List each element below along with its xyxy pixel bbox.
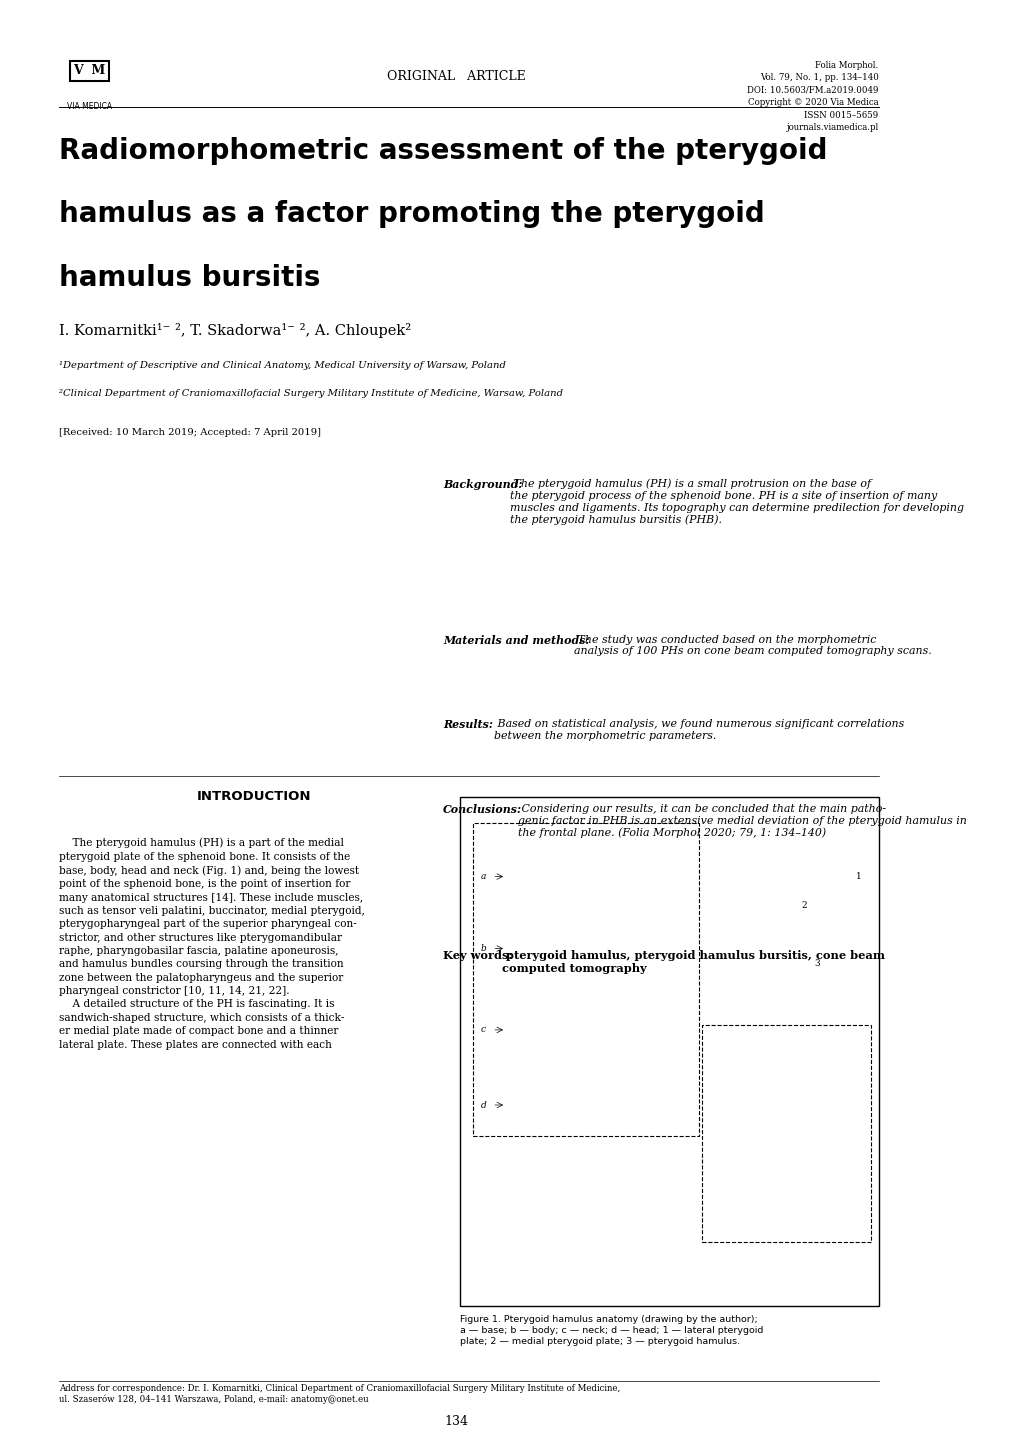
Text: 1: 1	[855, 872, 861, 881]
Text: ²Clinical Department of Craniomaxillofacial Surgery Military Institute of Medici: ²Clinical Department of Craniomaxillofac…	[59, 389, 562, 398]
Text: Key words:: Key words:	[442, 950, 512, 960]
Text: The pterygoid hamulus (PH) is a small protrusion on the base of
the pterygoid pr: The pterygoid hamulus (PH) is a small pr…	[510, 479, 963, 525]
Text: ORIGINAL   ARTICLE: ORIGINAL ARTICLE	[387, 69, 526, 84]
Bar	[473, 823, 698, 1136]
Bar	[460, 797, 877, 1306]
Text: Based on statistical analysis, we found numerous significant correlations
betwee: Based on statistical analysis, we found …	[493, 720, 904, 741]
Text: The study was conducted based on the morphometric
analysis of 100 PHs on cone be: The study was conducted based on the mor…	[573, 634, 930, 656]
Text: hamulus as a factor promoting the pterygoid: hamulus as a factor promoting the pteryg…	[59, 200, 764, 228]
Text: Materials and methods:: Materials and methods:	[442, 634, 589, 646]
Bar	[702, 1025, 870, 1242]
Text: Address for correspondence: Dr. I. Komarnitki, Clinical Department of Craniomaxi: Address for correspondence: Dr. I. Komar…	[59, 1384, 621, 1405]
Text: 134: 134	[444, 1415, 469, 1428]
Text: Conclusions:: Conclusions:	[442, 805, 522, 815]
Text: [Received: 10 March 2019; Accepted: 7 April 2019]: [Received: 10 March 2019; Accepted: 7 Ap…	[59, 428, 321, 437]
Text: hamulus bursitis: hamulus bursitis	[59, 264, 321, 291]
Text: d: d	[480, 1100, 486, 1109]
Text: V  M: V M	[73, 63, 106, 78]
Text: Results:: Results:	[442, 720, 492, 730]
Text: Figure 1. Pterygoid hamulus anatomy (drawing by the author);
a — base; b — body;: Figure 1. Pterygoid hamulus anatomy (dra…	[460, 1315, 763, 1347]
Text: VIA MEDICA: VIA MEDICA	[67, 102, 112, 111]
Text: ¹Department of Descriptive and Clinical Anatomy, Medical University of Warsaw, P: ¹Department of Descriptive and Clinical …	[59, 360, 505, 369]
Text: Background:: Background:	[442, 479, 522, 490]
Text: c: c	[480, 1025, 485, 1034]
Text: 2: 2	[800, 901, 806, 910]
Text: 3: 3	[814, 959, 819, 968]
Text: Folia Morphol.
Vol. 79, No. 1, pp. 134–140
DOI: 10.5603/FM.a2019.0049
Copyright : Folia Morphol. Vol. 79, No. 1, pp. 134–1…	[747, 61, 877, 133]
Text: I. Komarnitki¹⁻ ², T. Skadorwa¹⁻ ², A. Chloupek²: I. Komarnitki¹⁻ ², T. Skadorwa¹⁻ ², A. C…	[59, 323, 411, 337]
Text: The pterygoid hamulus (PH) is a part of the medial
pterygoid plate of the spheno: The pterygoid hamulus (PH) is a part of …	[59, 838, 365, 1050]
Text: INTRODUCTION: INTRODUCTION	[197, 790, 312, 803]
Text: b: b	[480, 945, 486, 953]
Text: pterygoid hamulus, pterygoid hamulus bursitis, cone beam
computed tomography: pterygoid hamulus, pterygoid hamulus bur…	[502, 950, 884, 973]
Text: Considering our results, it can be concluded that the main patho-
genic factor i: Considering our results, it can be concl…	[518, 805, 966, 838]
Text: Radiomorphometric assessment of the pterygoid: Radiomorphometric assessment of the pter…	[59, 137, 827, 164]
Text: a: a	[480, 872, 485, 881]
